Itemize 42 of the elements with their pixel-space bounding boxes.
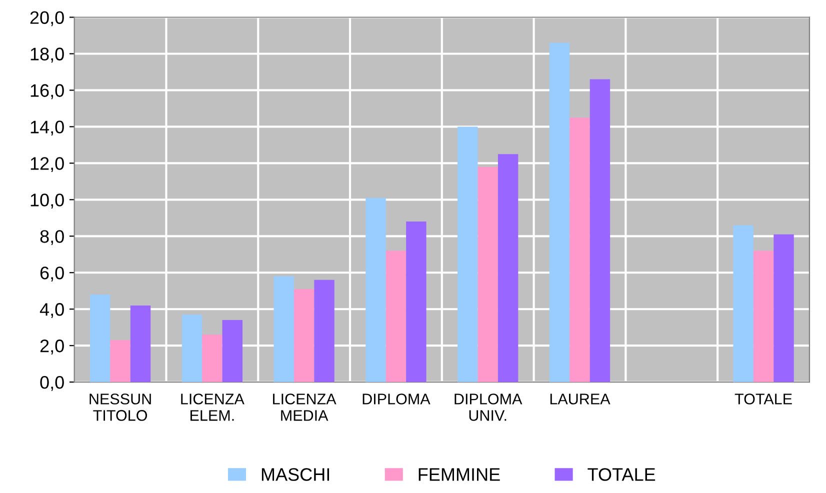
bar: [590, 79, 610, 382]
bar: [314, 280, 334, 382]
y-tick-label: 2,0: [40, 340, 64, 354]
bar: [753, 250, 774, 382]
y-tick-label: 16,0: [30, 84, 64, 100]
bar: [182, 314, 202, 382]
bar: [202, 334, 222, 382]
bar: [386, 250, 406, 382]
bar: [478, 166, 498, 382]
y-tick-label: 10,0: [30, 194, 64, 209]
bar: [774, 234, 794, 382]
y-tick-label: 20,0: [30, 11, 64, 26]
legend-label: FEMMINE: [418, 468, 500, 481]
bar: [110, 340, 130, 382]
x-tick-label: DIPLOMA UNIV.: [454, 394, 522, 421]
bar: [294, 289, 314, 382]
x-tick-label: LICENZA MEDIA: [273, 394, 336, 421]
y-tick-label: 8,0: [40, 230, 64, 245]
bar: [130, 305, 151, 382]
bar: [274, 276, 294, 382]
y-tick-label: 0,0: [40, 376, 64, 391]
bar: [222, 320, 243, 382]
bar: [366, 198, 386, 382]
bar: [406, 222, 426, 382]
bar: [90, 294, 110, 382]
x-tick-label: DIPLOMA: [362, 394, 430, 404]
x-tick-label: LAUREA: [550, 394, 610, 404]
legend-label: TOTALE: [588, 468, 656, 481]
x-tick-label: TOTALE: [734, 394, 792, 404]
y-tick-label: 18,0: [30, 48, 64, 63]
y-tick-label: 14,0: [30, 120, 64, 136]
bar: [733, 225, 754, 382]
bar: [570, 118, 590, 382]
y-tick-label: 6,0: [40, 266, 64, 282]
bar: [498, 154, 518, 382]
bar: [549, 42, 570, 382]
y-tick-label: 12,0: [30, 157, 64, 172]
y-tick-label: 4,0: [40, 303, 64, 318]
bar: [458, 126, 478, 382]
legend-label: MASCHI: [262, 468, 330, 481]
x-tick-label: LICENZA ELEM.: [181, 394, 244, 421]
x-tick-label: NESSUN TITOLO: [90, 394, 151, 421]
